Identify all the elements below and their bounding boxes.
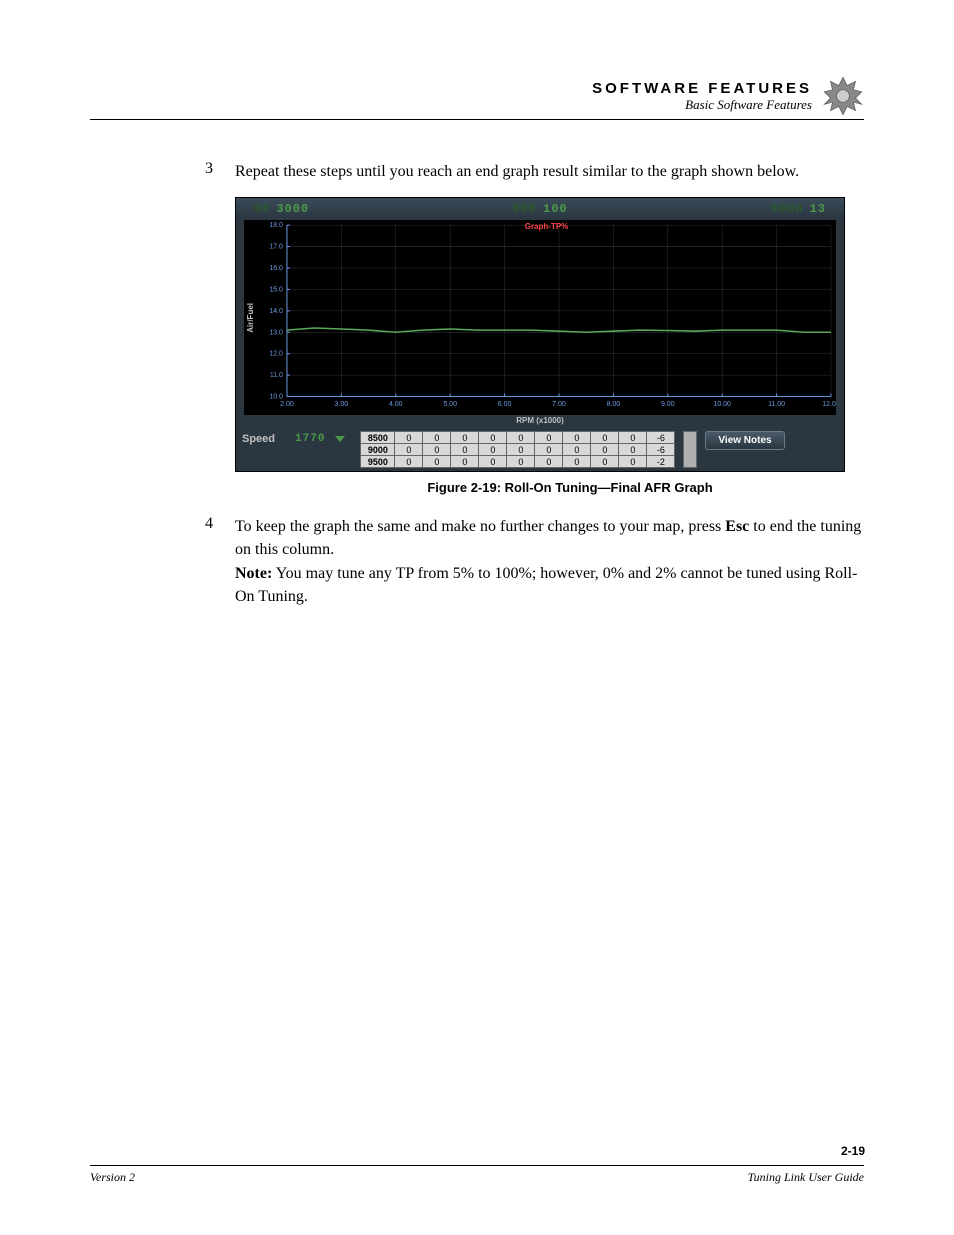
svg-text:4.00: 4.00 [389, 400, 403, 408]
svg-text:18.0: 18.0 [269, 221, 283, 229]
footer-right: Tuning Link User Guide [748, 1170, 864, 1185]
table-cell[interactable]: 0 [619, 444, 647, 456]
svg-text:15.0: 15.0 [269, 286, 283, 294]
svg-text:10.00: 10.00 [713, 400, 731, 408]
x-axis-label: RPM (x1000) [236, 415, 844, 428]
table-cell[interactable]: 0 [395, 444, 423, 456]
table-cell[interactable]: 0 [591, 456, 619, 468]
app-topbar: 00 3000 000 100 0000 13 [236, 198, 844, 220]
data-table: 8500000000000-69000000000000-69500000000… [360, 431, 675, 468]
table-cell[interactable]: 0 [591, 432, 619, 444]
table-row: 9000000000000-6 [361, 444, 675, 456]
table-cell[interactable]: 0 [479, 456, 507, 468]
svg-text:5.00: 5.00 [443, 400, 457, 408]
step-text: Repeat these steps until you reach an en… [235, 160, 864, 183]
table-cell[interactable]: 0 [591, 444, 619, 456]
table-cell: 9000 [361, 444, 395, 456]
header-title: SOFTWARE FEATURES [592, 80, 812, 97]
svg-text:6.00: 6.00 [498, 400, 512, 408]
chart-area: Air/Fuel Graph-TP% 18.0 17.0 16.0 15.0 14.0 1… [244, 220, 836, 415]
app-window: 00 3000 000 100 0000 13 Air/Fuel Graph-T… [235, 197, 845, 472]
svg-text:12.0: 12.0 [269, 350, 283, 358]
step-text: To keep the graph the same and make no f… [235, 515, 864, 608]
step4-esc: Esc [725, 518, 749, 535]
afr-chart: 18.017.016.015.014.013.012.011.010.02.00… [257, 220, 836, 415]
svg-text:7.00: 7.00 [552, 400, 566, 408]
view-notes-button[interactable]: View Notes [705, 431, 784, 450]
table-cell[interactable]: 0 [451, 444, 479, 456]
table-cell[interactable]: 0 [619, 432, 647, 444]
table-cell[interactable]: 0 [507, 444, 535, 456]
svg-text:16.0: 16.0 [269, 264, 283, 272]
page-number: 2-19 [837, 1144, 869, 1158]
step-4: 4 To keep the graph the same and make no… [205, 515, 864, 608]
table-cell: 8500 [361, 432, 395, 444]
table-cell[interactable]: -6 [647, 444, 675, 456]
scrollbar[interactable] [683, 431, 697, 468]
step-3: 3 Repeat these steps until you reach an … [205, 160, 864, 183]
step-number: 3 [205, 160, 235, 183]
table-cell[interactable]: 0 [535, 456, 563, 468]
svg-text:14.0: 14.0 [269, 307, 283, 315]
topbar-value-2: 100 [525, 202, 586, 216]
table-cell[interactable]: 0 [423, 432, 451, 444]
y-axis-label: Air/Fuel [244, 303, 257, 333]
table-cell[interactable]: 0 [395, 432, 423, 444]
table-cell[interactable]: 0 [563, 432, 591, 444]
page-header: SOFTWARE FEATURES Basic Software Feature… [90, 80, 864, 120]
svg-text:13.0: 13.0 [269, 328, 283, 336]
svg-text:9.00: 9.00 [661, 400, 675, 408]
table-cell[interactable]: 0 [451, 456, 479, 468]
content-body: 3 Repeat these steps until you reach an … [90, 160, 864, 1165]
gear-icon [822, 75, 864, 117]
table-cell[interactable]: 0 [507, 456, 535, 468]
dropdown-arrow-icon[interactable] [335, 436, 345, 442]
note-text: You may tune any TP from 5% to 100%; how… [235, 565, 857, 605]
table-cell[interactable]: 0 [563, 456, 591, 468]
table-row: 8500000000000-6 [361, 432, 675, 444]
speed-value: 1770 [295, 431, 325, 445]
table-cell: 9500 [361, 456, 395, 468]
table-cell[interactable]: 0 [535, 444, 563, 456]
table-cell[interactable]: 0 [479, 444, 507, 456]
svg-text:8.00: 8.00 [607, 400, 621, 408]
table-cell[interactable]: 0 [395, 456, 423, 468]
table-cell[interactable]: 0 [423, 444, 451, 456]
chart-overlay-title: Graph-TP% [525, 222, 569, 231]
speed-label: Speed [242, 431, 275, 445]
svg-text:12.00: 12.00 [822, 400, 836, 408]
svg-text:11.00: 11.00 [768, 400, 785, 408]
topbar-value-3: 13 [792, 202, 844, 216]
table-cell[interactable]: 0 [619, 456, 647, 468]
table-cell[interactable]: 0 [423, 456, 451, 468]
note-label: Note: [235, 565, 272, 582]
header-subtitle: Basic Software Features [592, 97, 812, 113]
table-cell[interactable]: -6 [647, 432, 675, 444]
footer-left: Version 2 [90, 1170, 135, 1185]
table-cell[interactable]: 0 [563, 444, 591, 456]
table-cell[interactable]: 0 [451, 432, 479, 444]
svg-text:17.0: 17.0 [269, 243, 283, 251]
bottom-panel: Speed 1770 8500000000000-69000000000000-… [236, 428, 844, 471]
topbar-value-1: 3000 [258, 202, 327, 216]
table-cell[interactable]: -2 [647, 456, 675, 468]
table-row: 9500000000000-2 [361, 456, 675, 468]
table-cell[interactable]: 0 [507, 432, 535, 444]
step-number: 4 [205, 515, 235, 608]
step4-pre: To keep the graph the same and make no f… [235, 518, 725, 535]
page-footer: 2-19 Version 2 Tuning Link User Guide [90, 1165, 864, 1185]
svg-text:11.0: 11.0 [270, 371, 283, 379]
table-cell[interactable]: 0 [535, 432, 563, 444]
table-cell[interactable]: 0 [479, 432, 507, 444]
svg-text:3.00: 3.00 [335, 400, 349, 408]
figure-container: 00 3000 000 100 0000 13 Air/Fuel Graph-T… [235, 197, 864, 495]
figure-caption: Figure 2-19: Roll-On Tuning—Final AFR Gr… [265, 480, 875, 495]
svg-text:2.00: 2.00 [280, 400, 294, 408]
